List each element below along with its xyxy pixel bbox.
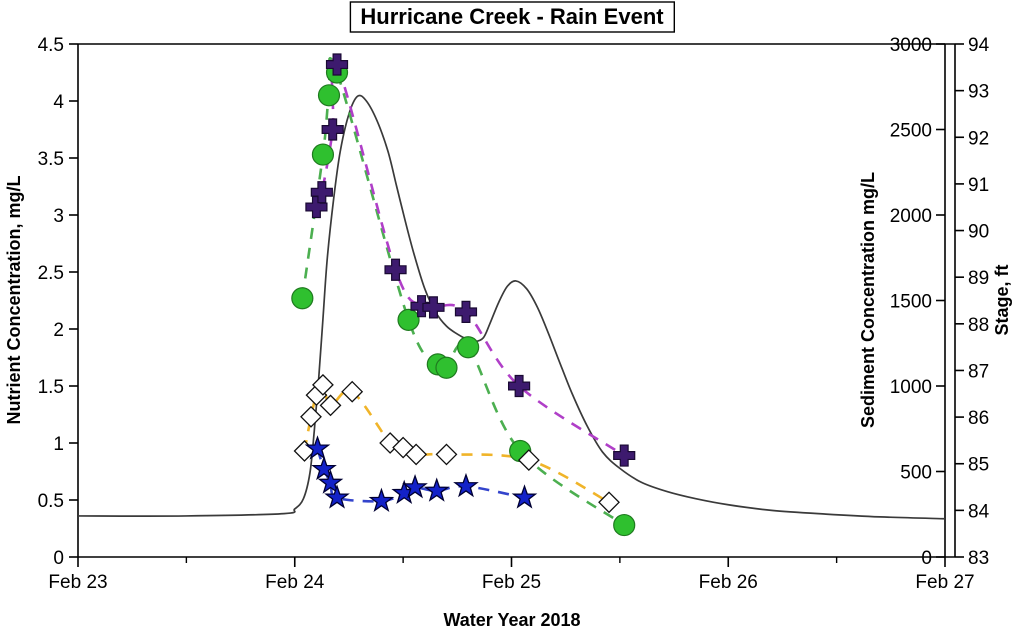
data-point-nutrient-green-circles <box>311 143 335 166</box>
data-point-nutrient-purple-crosses <box>410 295 433 318</box>
y-tick-label-stage: 91 <box>968 175 989 196</box>
data-point-blue-stars <box>423 477 450 502</box>
series-line-stage <box>77 94 946 520</box>
data-point-open-diamonds <box>598 491 620 514</box>
y-tick-label-sediment: 3000 <box>890 35 932 56</box>
y-tick-label-sediment: 0 <box>921 548 932 569</box>
data-point-nutrient-purple-crosses <box>310 181 333 204</box>
data-point-nutrient-purple-crosses <box>321 118 344 141</box>
y-tick-label-sediment: 1000 <box>890 377 932 398</box>
data-point-open-diamonds <box>341 380 364 403</box>
data-point-nutrient-green-circles <box>291 287 314 310</box>
data-point-open-diamonds <box>300 405 322 428</box>
data-point-nutrient-green-circles <box>613 513 636 537</box>
data-point-open-diamonds <box>319 394 342 417</box>
data-point-nutrient-green-circles <box>435 356 458 379</box>
data-point-blue-stars <box>304 435 331 460</box>
y-tick-label-left: 0 <box>53 548 64 569</box>
y-tick-label-stage: 92 <box>968 128 989 149</box>
y-tick-label-stage: 84 <box>968 501 990 522</box>
y-tick-label-left: 4.5 <box>38 35 64 56</box>
y-tick-label-left: 2.5 <box>38 263 64 284</box>
y-tick-label-stage: 88 <box>968 315 989 336</box>
chart-title-group: Hurricane Creek - Rain Event <box>349 1 675 33</box>
y-tick-label-left: 2 <box>53 320 64 341</box>
series-line-open-diamonds <box>303 383 610 504</box>
series-line-nutrient-purple-crosses <box>315 58 625 457</box>
chart-title-box <box>349 1 675 33</box>
data-point-nutrient-purple-crosses <box>454 300 478 323</box>
data-point-nutrient-green-circles <box>317 84 341 107</box>
y-tick-label-stage: 86 <box>968 408 989 429</box>
y-axis-right-stage-ticks: 83 84 85 86 87 88 89 90 91 92 93 94 <box>955 35 990 569</box>
y-axis-stage-title: Stage, ft <box>992 264 1012 335</box>
y-tick-label-left: 0.5 <box>38 491 64 512</box>
y-tick-label-sediment: 500 <box>900 463 932 484</box>
x-tick-label: Feb 27 <box>915 572 974 593</box>
data-point-blue-stars <box>368 487 395 513</box>
y-tick-label-stage: 93 <box>968 82 989 103</box>
y-tick-label-stage: 89 <box>968 268 989 289</box>
data-point-nutrient-purple-crosses <box>384 258 407 281</box>
data-point-nutrient-purple-crosses <box>422 296 445 319</box>
data-point-blue-stars <box>311 455 337 481</box>
y-tick-label-left: 1.5 <box>38 377 64 398</box>
data-point-nutrient-purple-crosses <box>507 374 531 398</box>
x-tick-label: Feb 24 <box>265 572 325 593</box>
page-title: Hurricane Creek - Rain Event <box>360 4 664 29</box>
data-point-blue-stars <box>324 484 350 509</box>
x-tick-label: Feb 25 <box>482 572 541 593</box>
y-tick-label-sediment: 2000 <box>890 206 932 227</box>
series-line-nutrient-green-circles <box>301 56 625 527</box>
data-point-blue-stars <box>402 473 428 499</box>
y-tick-label-stage: 94 <box>968 35 990 56</box>
data-point-blue-stars <box>511 484 538 509</box>
y-tick-label-stage: 90 <box>968 222 989 243</box>
y-axis-left-ticks: 0 0.5 1 1.5 2 2.5 3 3.5 4 4.5 <box>38 35 78 569</box>
y-tick-label-stage: 85 <box>968 455 989 476</box>
y-tick-label-left: 3 <box>53 206 64 227</box>
y-tick-label-stage: 83 <box>968 548 989 569</box>
data-point-blue-stars <box>453 472 479 498</box>
x-tick-label: Feb 26 <box>699 572 758 593</box>
data-point-nutrient-green-circles <box>397 308 420 331</box>
y-tick-label-left: 4 <box>53 92 64 113</box>
y-tick-label-sediment: 1500 <box>890 292 932 313</box>
data-point-nutrient-green-circles <box>457 336 480 359</box>
y-tick-label-sediment: 2500 <box>890 121 932 142</box>
y-axis-right-sediment-ticks: 0 500 1000 1500 2000 2500 3000 <box>890 35 945 569</box>
data-point-nutrient-purple-crosses <box>613 444 636 467</box>
y-tick-label-stage: 87 <box>968 361 989 382</box>
data-point-open-diamonds <box>435 443 458 466</box>
data-point-open-diamonds <box>312 373 334 396</box>
data-point-open-diamonds <box>517 449 540 472</box>
x-tick-label: Feb 23 <box>48 572 107 593</box>
data-point-open-diamonds <box>405 443 428 466</box>
y-axis-left-title: Nutrient Concentration, mg/L <box>4 176 24 425</box>
series-markers <box>291 53 636 537</box>
x-axis-ticks: Feb 23 Feb 24 Feb 25 Feb 26 Feb 27 <box>48 557 975 593</box>
data-point-nutrient-purple-crosses <box>325 53 349 76</box>
y-tick-label-left: 3.5 <box>38 149 64 170</box>
y-tick-label-left: 1 <box>53 434 64 455</box>
x-axis-title: Water Year 2018 <box>443 610 580 630</box>
y-axis-sediment-title: Sediment Concentration mg/L <box>858 172 878 428</box>
data-point-blue-stars <box>317 469 344 494</box>
